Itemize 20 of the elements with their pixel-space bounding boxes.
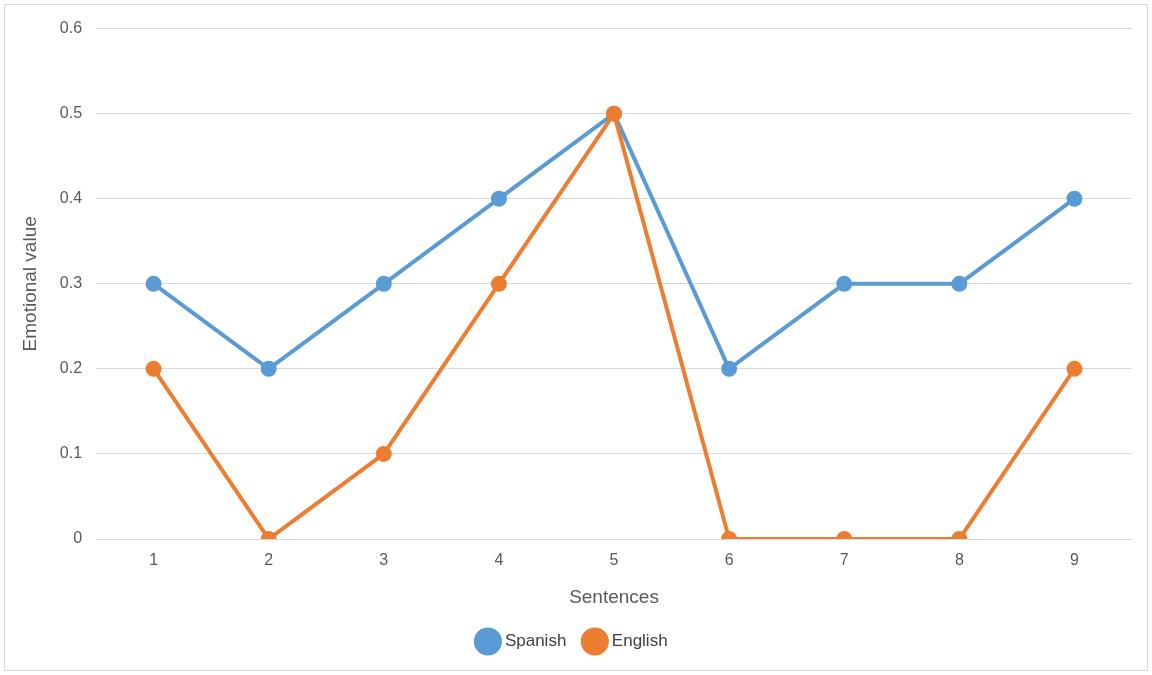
y-tick-label: 0.6 (59, 19, 83, 37)
x-axis-title: Sentences (569, 585, 659, 607)
x-tick-label: 9 (1069, 551, 1079, 569)
y-tick-label: 0.5 (59, 104, 83, 122)
y-tick-label: 0.1 (59, 444, 83, 462)
y-tick-label: 0.4 (59, 189, 83, 207)
y-tick-label: 0.3 (59, 274, 83, 292)
y-tick-label: 0.2 (59, 359, 83, 377)
y-axis-title: Emotional value (18, 216, 40, 352)
x-tick-label: 8 (954, 551, 964, 569)
x-tick-label: 4 (494, 551, 504, 569)
x-tick-label: 7 (839, 551, 849, 569)
x-tick-label: 5 (609, 551, 619, 569)
x-tick-label: 3 (379, 551, 389, 569)
x-tick-label: 2 (264, 551, 274, 569)
x-tick-label: 1 (149, 551, 159, 569)
legend-label: English (611, 631, 668, 651)
y-tick-label: 0 (73, 529, 83, 547)
legend-label: Spanish (504, 631, 567, 651)
x-tick-label: 6 (724, 551, 734, 569)
